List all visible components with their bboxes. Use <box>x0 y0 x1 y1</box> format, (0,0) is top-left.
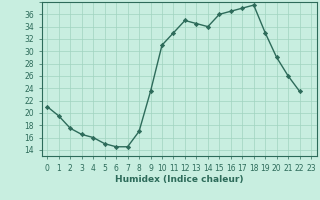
X-axis label: Humidex (Indice chaleur): Humidex (Indice chaleur) <box>115 175 244 184</box>
